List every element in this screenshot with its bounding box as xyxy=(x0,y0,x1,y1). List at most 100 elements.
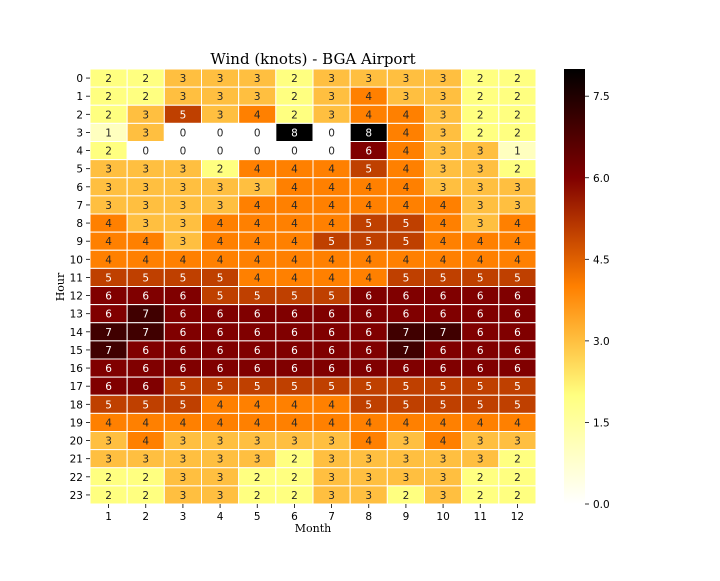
x-tick-label: 6 xyxy=(291,511,298,523)
heatmap-cell-value: 3 xyxy=(328,454,335,466)
heatmap-cell-value: 5 xyxy=(514,272,521,284)
heatmap-cell-value: 2 xyxy=(514,91,521,103)
heatmap-cell-value: 4 xyxy=(105,417,112,429)
heatmap-cell-value: 6 xyxy=(254,309,261,321)
heatmap-cell-value: 4 xyxy=(291,236,298,248)
heatmap-cell-value: 3 xyxy=(403,472,410,484)
heatmap-cell-value: 6 xyxy=(142,291,149,303)
heatmap-cell-value: 6 xyxy=(365,345,372,357)
heatmap-cell-value: 6 xyxy=(254,327,261,339)
heatmap-cell-value: 6 xyxy=(217,363,224,375)
heatmap-cell-value: 3 xyxy=(365,472,372,484)
heatmap-cell-value: 6 xyxy=(180,291,187,303)
heatmap-cell-value: 3 xyxy=(477,182,484,194)
heatmap-cell-value: 2 xyxy=(291,73,298,85)
colorbar-tick-label: 1.5 xyxy=(593,417,610,429)
heatmap-cell-value: 2 xyxy=(291,109,298,121)
heatmap-cell-value: 4 xyxy=(217,417,224,429)
heatmap-cell-value: 6 xyxy=(477,309,484,321)
heatmap-cell-value: 3 xyxy=(142,454,149,466)
heatmap-cell-value: 3 xyxy=(142,182,149,194)
heatmap-cell-value: 6 xyxy=(440,345,447,357)
heatmap-cell-value: 2 xyxy=(291,91,298,103)
heatmap-cell-value: 6 xyxy=(291,363,298,375)
y-axis-label: Hour xyxy=(54,272,67,301)
heatmap-cell-value: 6 xyxy=(365,146,372,158)
heatmap-cell-value: 4 xyxy=(328,218,335,230)
heatmap-cell-value: 5 xyxy=(403,381,410,393)
heatmap-cell-value: 3 xyxy=(180,218,187,230)
heatmap-cell-value: 0 xyxy=(254,146,261,158)
heatmap-cell-value: 3 xyxy=(477,146,484,158)
x-tick-label: 12 xyxy=(511,511,524,523)
heatmap-cell-value: 6 xyxy=(365,327,372,339)
heatmap-cell-value: 4 xyxy=(514,417,521,429)
heatmap-cell-value: 4 xyxy=(254,218,261,230)
heatmap-cell-value: 7 xyxy=(403,345,410,357)
heatmap-cell-value: 4 xyxy=(477,417,484,429)
heatmap-cell-value: 6 xyxy=(217,309,224,321)
heatmap-cell-value: 5 xyxy=(180,272,187,284)
heatmap-cell-value: 2 xyxy=(105,91,112,103)
heatmap-cell-value: 2 xyxy=(142,73,149,85)
x-axis-label: Month xyxy=(295,522,331,535)
colorbar-tick-label: 3.0 xyxy=(593,336,610,348)
y-tick-label: 18 xyxy=(70,399,83,411)
heatmap-cell-value: 4 xyxy=(440,254,447,266)
heatmap-cell-value: 6 xyxy=(514,291,521,303)
heatmap-cell-value: 6 xyxy=(440,291,447,303)
heatmap-cell-value: 2 xyxy=(514,490,521,502)
y-tick-label: 7 xyxy=(76,200,83,212)
heatmap-cell-value: 3 xyxy=(403,73,410,85)
heatmap-cell-value: 4 xyxy=(180,417,187,429)
heatmap-cell-value: 6 xyxy=(403,291,410,303)
heatmap-cell-value: 3 xyxy=(477,164,484,176)
heatmap-cell-value: 4 xyxy=(365,272,372,284)
heatmap-cell-value: 3 xyxy=(328,472,335,484)
y-tick-label: 6 xyxy=(76,182,83,194)
heatmap-cell-value: 3 xyxy=(180,164,187,176)
heatmap-cell-value: 3 xyxy=(105,182,112,194)
x-tick-label: 7 xyxy=(328,511,335,523)
heatmap-cell-value: 3 xyxy=(403,436,410,448)
heatmap-cell-value: 3 xyxy=(440,109,447,121)
heatmap-cell-value: 6 xyxy=(291,309,298,321)
y-tick-label: 17 xyxy=(70,381,83,393)
heatmap-cell-value: 4 xyxy=(365,254,372,266)
heatmap-cell-value: 4 xyxy=(217,254,224,266)
heatmap-cell-value: 3 xyxy=(328,91,335,103)
heatmap-cell-value: 1 xyxy=(514,146,521,158)
heatmap-cell-value: 6 xyxy=(328,345,335,357)
heatmap-cell-labels: 2 2 3 3 3 2 3 3 3 3 2 2 2 2 3 3 3 2 3 4 3 3 2 2 2 3 5 3 4 2 3 4 4 3 2 2 1 3 0 0… xyxy=(105,73,521,502)
x-tick-label: 5 xyxy=(254,511,261,523)
heatmap-cell-value: 4 xyxy=(365,182,372,194)
x-tick-label: 8 xyxy=(365,511,372,523)
x-tick-label: 4 xyxy=(217,511,224,523)
heatmap-cell-value: 5 xyxy=(440,399,447,411)
heatmap-cell-value: 2 xyxy=(254,490,261,502)
heatmap-cell-value: 3 xyxy=(440,490,447,502)
heatmap-cell-value: 5 xyxy=(365,218,372,230)
heatmap-cell-value: 4 xyxy=(403,254,410,266)
heatmap-cell-value: 3 xyxy=(142,109,149,121)
heatmap-cell-value: 7 xyxy=(440,327,447,339)
heatmap-cell-value: 0 xyxy=(142,146,149,158)
heatmap-cell-value: 6 xyxy=(180,327,187,339)
heatmap-cell-value: 4 xyxy=(477,254,484,266)
heatmap-cell-value: 3 xyxy=(477,454,484,466)
heatmap-cell-value: 4 xyxy=(477,236,484,248)
heatmap-cell-value: 6 xyxy=(514,309,521,321)
heatmap-cell-value: 6 xyxy=(105,381,112,393)
heatmap-cell-value: 2 xyxy=(254,472,261,484)
heatmap-cell-value: 3 xyxy=(180,200,187,212)
heatmap-cell-value: 4 xyxy=(365,200,372,212)
y-tick-label: 5 xyxy=(76,164,83,176)
heatmap-cell-value: 3 xyxy=(142,200,149,212)
colorbar-tick-label: 7.5 xyxy=(593,91,610,103)
heatmap-cell-value: 0 xyxy=(328,146,335,158)
heatmap-cell-value: 4 xyxy=(217,236,224,248)
heatmap-cell-value: 5 xyxy=(217,291,224,303)
heatmap-cells xyxy=(89,68,537,505)
heatmap-cell-value: 4 xyxy=(254,417,261,429)
heatmap-cell-value: 3 xyxy=(477,218,484,230)
